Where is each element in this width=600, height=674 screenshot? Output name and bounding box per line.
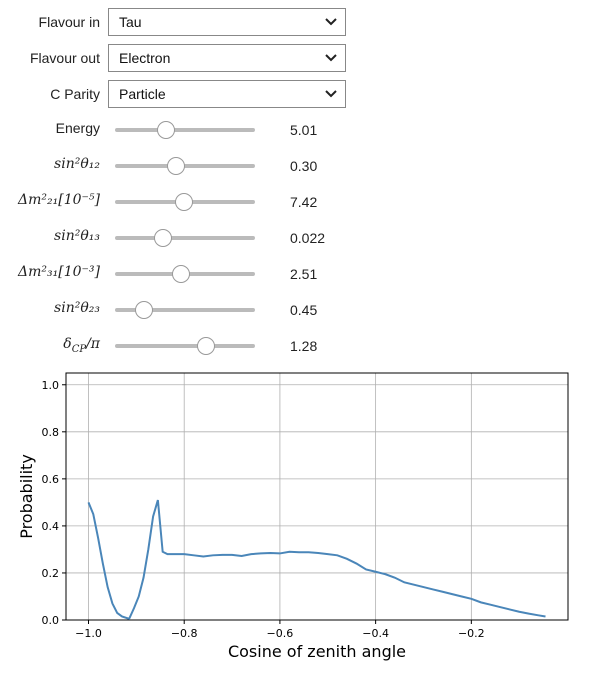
dropdown[interactable]: Electron <box>108 44 346 72</box>
y-tick-label: 1.0 <box>42 379 60 392</box>
slider-knob[interactable] <box>172 265 190 283</box>
dropdown-label: Flavour out <box>29 50 100 66</box>
chevron <box>325 90 337 98</box>
slider-readout: 0.45 <box>290 302 318 318</box>
slider-readout: 2.51 <box>290 266 318 282</box>
x-axis-label: Cosine of zenith angle <box>228 642 406 661</box>
y-tick-label: 0.4 <box>42 520 60 533</box>
dropdown-label: Flavour in <box>38 14 100 30</box>
slider-track[interactable] <box>115 128 255 132</box>
slider-label: sin²θ₂₃ <box>54 300 100 316</box>
slider-label-part: CP <box>71 343 87 355</box>
slider-readout: 5.01 <box>290 122 318 138</box>
y-tick-label: 0.6 <box>42 473 60 486</box>
slider-readout: 7.42 <box>290 194 318 210</box>
x-tick-label: −1.0 <box>75 627 102 640</box>
dropdown-value: Electron <box>119 50 171 66</box>
slider-track[interactable] <box>115 344 255 348</box>
y-tick-label: 0.0 <box>42 614 60 627</box>
slider-label: Energy <box>55 120 100 136</box>
slider-knob[interactable] <box>135 301 153 319</box>
slider-label: Δm²₂₁[10⁻⁵] <box>18 192 100 208</box>
slider-readout: 0.022 <box>290 230 326 246</box>
dropdown[interactable]: Tau <box>108 8 346 36</box>
slider-label: Δm²₃₁[10⁻³] <box>18 264 100 280</box>
slider-knob[interactable] <box>175 193 193 211</box>
dropdown-label: C Parity <box>50 86 100 102</box>
slider-knob[interactable] <box>197 337 215 355</box>
slider-label-part: /π <box>86 336 100 352</box>
chart: 0.0 0.2 0.4 0.6 0.8 1.0 −1.0 −0.8 −0.6 −0.4 −0.2 Co… <box>17 372 569 661</box>
slider-knob[interactable] <box>157 121 175 139</box>
slider-readout: 0.30 <box>290 158 318 174</box>
slider-readout: 1.28 <box>290 338 318 354</box>
slider-label: sin²θ₁₃ <box>54 228 100 244</box>
dropdown-value: Tau <box>119 14 142 30</box>
y-tick-label: 0.2 <box>42 567 60 580</box>
x-tick-label: −0.2 <box>458 627 485 640</box>
slider-label: sin²θ₁₂ <box>54 156 100 172</box>
y-axis-label: Probability <box>17 454 36 539</box>
dropdown[interactable]: Particle <box>108 80 346 108</box>
line <box>87 499 546 621</box>
x-tick-label: −0.6 <box>267 627 294 640</box>
y-tick-label: 0.8 <box>42 426 60 439</box>
slider-label: δCP/π <box>0 336 100 355</box>
slider-track[interactable] <box>115 308 255 312</box>
dropdown-value: Particle <box>119 86 166 102</box>
slider-track[interactable] <box>115 164 255 168</box>
x-tick-label: −0.4 <box>362 627 389 640</box>
plot-frame <box>65 372 569 621</box>
chevron <box>325 18 337 26</box>
slider-knob[interactable] <box>154 229 172 247</box>
slider-knob[interactable] <box>167 157 185 175</box>
slider-track[interactable] <box>115 236 255 240</box>
chevron <box>325 54 337 62</box>
slider-label-part: δ <box>63 336 72 352</box>
x-tick-label: −0.8 <box>171 627 198 640</box>
